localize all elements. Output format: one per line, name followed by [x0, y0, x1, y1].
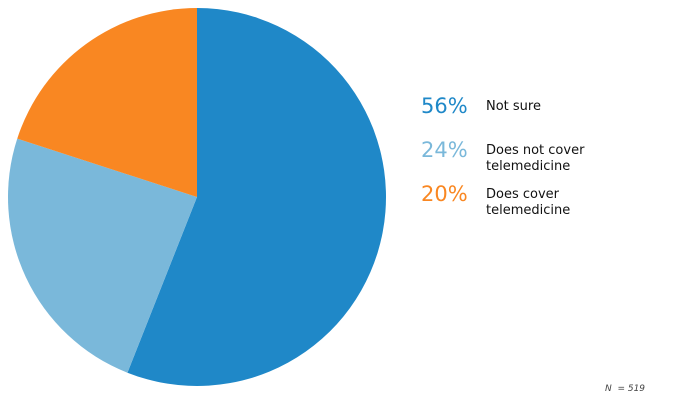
pie-chart — [8, 8, 386, 386]
legend-label: Does cover telemedicine — [486, 187, 571, 218]
legend-label: Not sure — [486, 99, 541, 114]
legend-percent: 20% — [421, 182, 468, 206]
sample-size-note: N = 519 — [605, 384, 646, 394]
pie-slice — [17, 8, 197, 197]
legend-percent: 24% — [421, 138, 468, 162]
legend-percent: 56% — [421, 94, 468, 118]
pie-slice — [8, 138, 197, 373]
pie-slice — [127, 8, 386, 386]
legend-label: Does not cover telemedicine — [486, 143, 585, 174]
